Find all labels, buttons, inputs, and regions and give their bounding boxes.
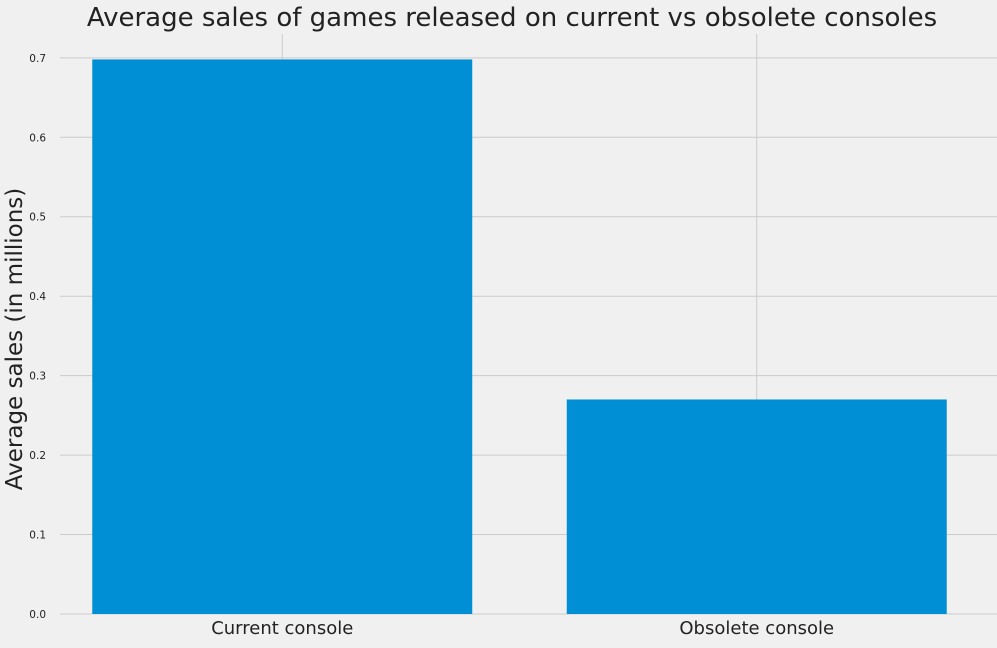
x-tick-label: Obsolete console [679,618,834,639]
bar-obsolete-console [566,399,947,614]
y-tick-label: 0.6 [29,132,46,144]
bars [92,59,947,614]
y-tick-label: 0.4 [29,291,46,303]
y-tick-label: 0.3 [29,371,46,383]
y-axis-label: Average sales (in millions) [2,188,28,491]
y-tick-label: 0.1 [29,530,46,542]
y-tick-label: 0.0 [29,609,46,621]
ticks: 0.0 0.1 0.2 0.3 0.4 0.5 0.6 0.7 Current console O… [29,53,834,639]
chart-title: Average sales of games released on curre… [87,3,937,33]
y-tick-label: 0.2 [29,450,46,462]
bar-current-console [92,59,473,614]
y-tick-label: 0.7 [29,53,46,65]
y-tick-label: 0.5 [29,212,46,224]
x-tick-label: Current console [211,618,353,639]
